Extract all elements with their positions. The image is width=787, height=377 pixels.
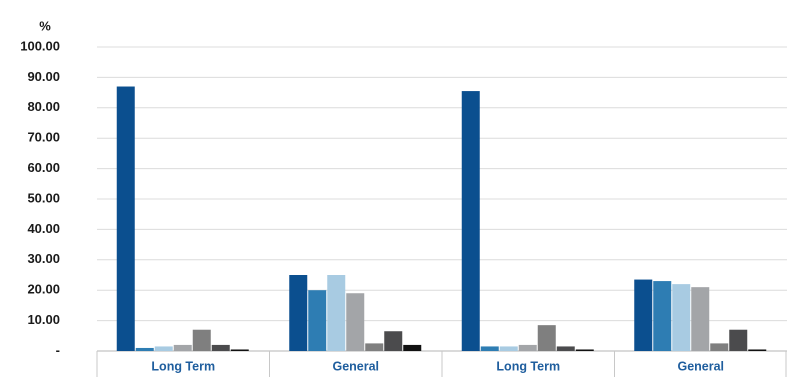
y-tick-label: 80.00 (27, 99, 60, 114)
bar (211, 344, 230, 351)
y-tick-label: 50.00 (27, 190, 60, 205)
x-tick-label: General (332, 359, 379, 373)
bar (461, 91, 480, 351)
bar (135, 347, 154, 351)
bar (173, 344, 192, 351)
y-axis-label: % (39, 18, 51, 33)
bar (634, 279, 653, 351)
bar (403, 344, 422, 351)
bar (653, 281, 672, 351)
x-tick-label: Long Term (496, 359, 560, 373)
x-tick-label: Long Term (151, 359, 215, 373)
y-tick-label: 10.00 (27, 312, 60, 327)
y-tick-label: 70.00 (27, 130, 60, 145)
bar (346, 293, 365, 351)
bar (192, 329, 211, 351)
y-tick-label: 40.00 (27, 221, 60, 236)
y-tick-label: 90.00 (27, 69, 60, 84)
bar (230, 349, 249, 351)
bar (537, 325, 556, 351)
y-tick-label: 60.00 (27, 160, 60, 175)
bar (691, 287, 710, 351)
bar (499, 346, 518, 351)
y-tick-label: - (56, 342, 60, 357)
bar (289, 275, 308, 351)
bar (327, 275, 346, 351)
y-tick-label: 20.00 (27, 282, 60, 297)
bar (729, 329, 748, 351)
bar (480, 346, 499, 351)
bar (384, 331, 403, 351)
y-tick-label: 30.00 (27, 251, 60, 266)
bar (154, 346, 173, 351)
bar (308, 290, 327, 351)
bar (710, 343, 729, 351)
bar (518, 344, 537, 351)
bar (116, 86, 135, 352)
bar (575, 349, 594, 351)
x-tick-label: General (677, 359, 724, 373)
y-tick-label: 100.00 (20, 38, 60, 53)
bar (365, 343, 384, 351)
bar (672, 284, 691, 351)
bar (556, 346, 575, 351)
bar (748, 349, 767, 351)
